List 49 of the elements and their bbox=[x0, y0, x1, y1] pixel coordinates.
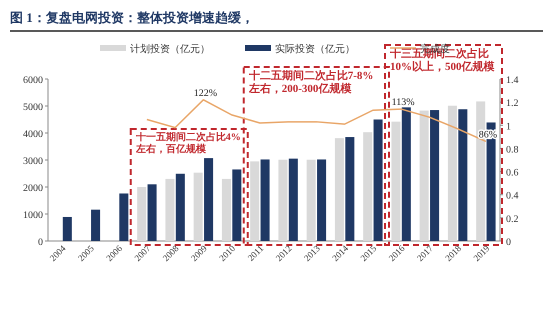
bar bbox=[137, 187, 146, 241]
y-tick-label: 6000 bbox=[23, 75, 43, 86]
bar bbox=[317, 159, 326, 241]
annotation: 86% bbox=[478, 129, 498, 140]
bar bbox=[345, 137, 354, 241]
bar bbox=[260, 159, 270, 241]
y2-tick-label: 0 bbox=[506, 237, 511, 248]
bar bbox=[62, 216, 72, 241]
bar bbox=[448, 106, 457, 241]
y-tick-label: 0 bbox=[38, 237, 43, 248]
bar bbox=[176, 174, 185, 241]
bar bbox=[402, 107, 411, 241]
legend-label: 实际投资（亿元） bbox=[275, 43, 355, 55]
bar bbox=[250, 161, 260, 241]
bar bbox=[91, 210, 100, 241]
y-tick-label: 2000 bbox=[23, 183, 43, 194]
bar bbox=[194, 172, 203, 241]
y2-tick-label: 1 bbox=[506, 121, 511, 132]
bar bbox=[420, 110, 429, 241]
bar bbox=[165, 178, 174, 241]
chart-title: 图 1：复盘电网投资：整体投资增速趋缓， bbox=[10, 10, 254, 25]
y2-tick-label: 0.2 bbox=[506, 214, 518, 225]
bar bbox=[334, 138, 344, 241]
y-tick-label: 4000 bbox=[23, 129, 43, 140]
annotation: 113% bbox=[392, 97, 415, 108]
bar bbox=[374, 120, 383, 241]
bar bbox=[458, 109, 468, 241]
bar bbox=[306, 160, 316, 241]
bar bbox=[363, 132, 372, 241]
annotation: 十二五期间二次占比7-8%左右，200-300亿规模 bbox=[248, 70, 374, 96]
annotation: 122% bbox=[194, 88, 218, 99]
y2-tick-label: 0.6 bbox=[506, 168, 518, 179]
legend-label: 计划投资（亿元） bbox=[130, 43, 210, 55]
bar bbox=[232, 169, 242, 241]
y-tick-label: 5000 bbox=[23, 102, 43, 113]
bar bbox=[288, 158, 298, 241]
bar bbox=[222, 178, 231, 241]
y-tick-label: 1000 bbox=[23, 210, 43, 221]
bar bbox=[119, 193, 128, 241]
y-tick-label: 3000 bbox=[23, 156, 43, 167]
y2-tick-label: 1.2 bbox=[506, 98, 518, 110]
bar bbox=[204, 158, 214, 241]
bar bbox=[148, 184, 157, 241]
bar bbox=[278, 160, 288, 241]
bar bbox=[430, 110, 440, 241]
bar bbox=[391, 122, 400, 241]
y2-tick-label: 1.4 bbox=[506, 75, 518, 86]
y2-tick-label: 0.8 bbox=[506, 144, 518, 156]
y2-tick-label: 0.4 bbox=[506, 190, 518, 202]
